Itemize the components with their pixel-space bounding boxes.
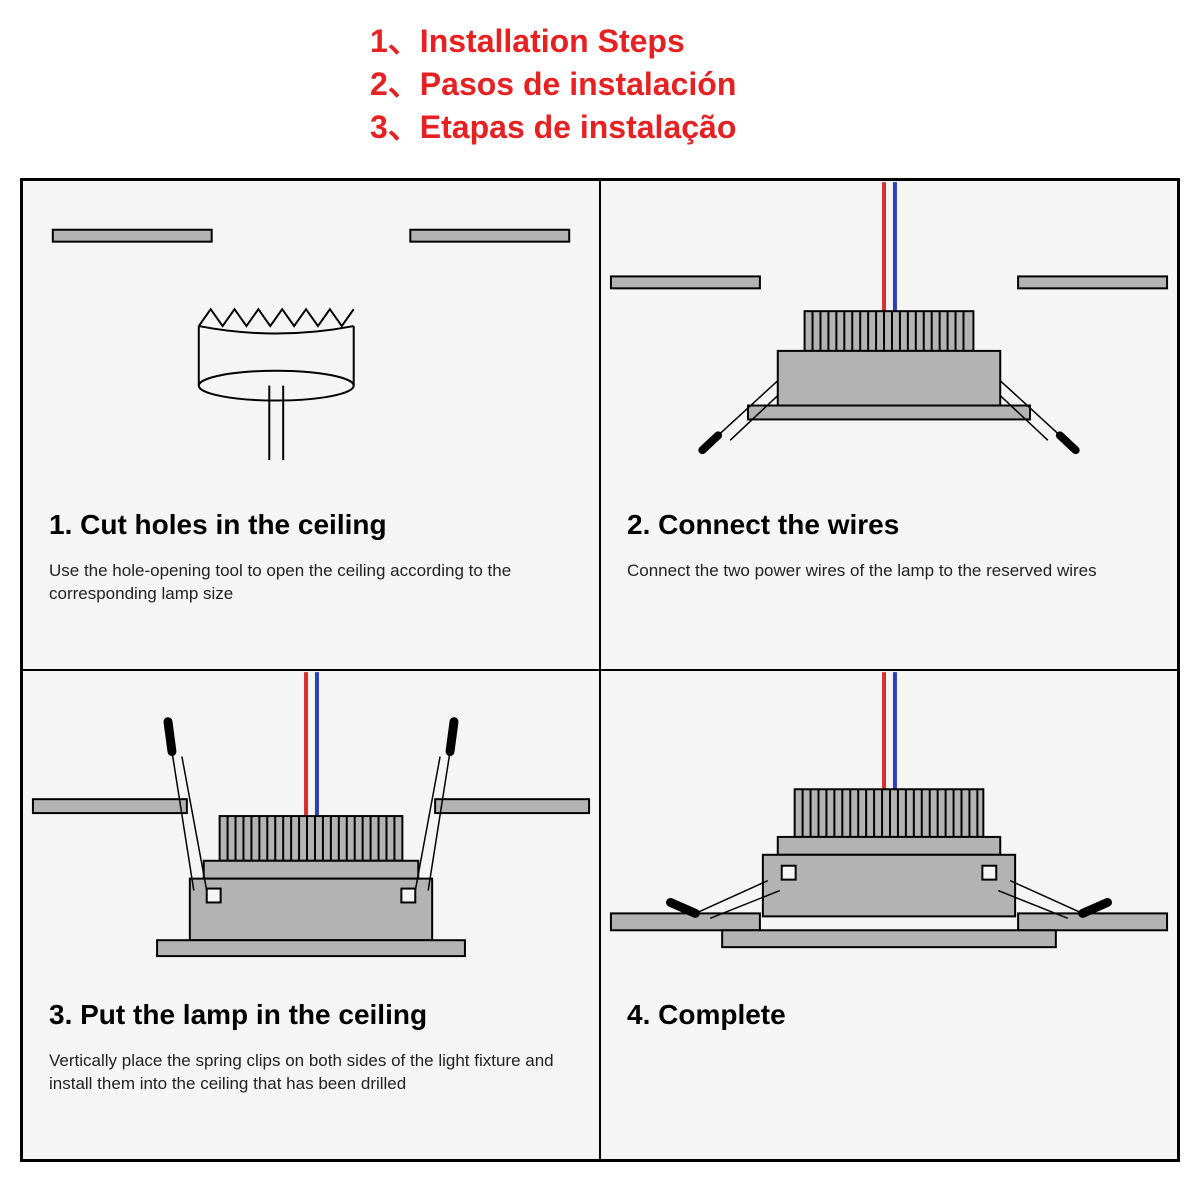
- header: 1、Installation Steps 2、Pasos de instalac…: [0, 0, 1200, 178]
- step-3-caption: 3. Put the lamp in the ceiling Verticall…: [23, 981, 599, 1107]
- step-4-title: 4. Complete: [627, 999, 1151, 1031]
- step-2-cell: 2. Connect the wires Connect the two pow…: [600, 180, 1178, 670]
- step-1-title: 1. Cut holes in the ceiling: [49, 509, 573, 541]
- step-2-title: 2. Connect the wires: [627, 509, 1151, 541]
- step-2-caption: 2. Connect the wires Connect the two pow…: [601, 491, 1177, 593]
- step-4-diagram: [601, 671, 1177, 981]
- step-3-desc: Vertically place the spring clips on bot…: [49, 1049, 573, 1097]
- step-4-cell: 4. Complete: [600, 670, 1178, 1160]
- header-line-2: 2、Pasos de instalación: [370, 63, 1200, 106]
- step-1-desc: Use the hole-opening tool to open the ce…: [49, 559, 573, 607]
- step-4-caption: 4. Complete: [601, 981, 1177, 1059]
- step-1-diagram: [23, 181, 599, 491]
- step-2-desc: Connect the two power wires of the lamp …: [627, 559, 1151, 583]
- step-1-caption: 1. Cut holes in the ceiling Use the hole…: [23, 491, 599, 617]
- header-line-1: 1、Installation Steps: [370, 20, 1200, 63]
- step-3-cell: 3. Put the lamp in the ceiling Verticall…: [22, 670, 600, 1160]
- step-3-title: 3. Put the lamp in the ceiling: [49, 999, 573, 1031]
- header-line-3: 3、Etapas de instalação: [370, 106, 1200, 149]
- step-3-diagram: [23, 671, 599, 981]
- step-2-diagram: [601, 181, 1177, 491]
- step-1-cell: 1. Cut holes in the ceiling Use the hole…: [22, 180, 600, 670]
- installation-grid: 1. Cut holes in the ceiling Use the hole…: [20, 178, 1180, 1162]
